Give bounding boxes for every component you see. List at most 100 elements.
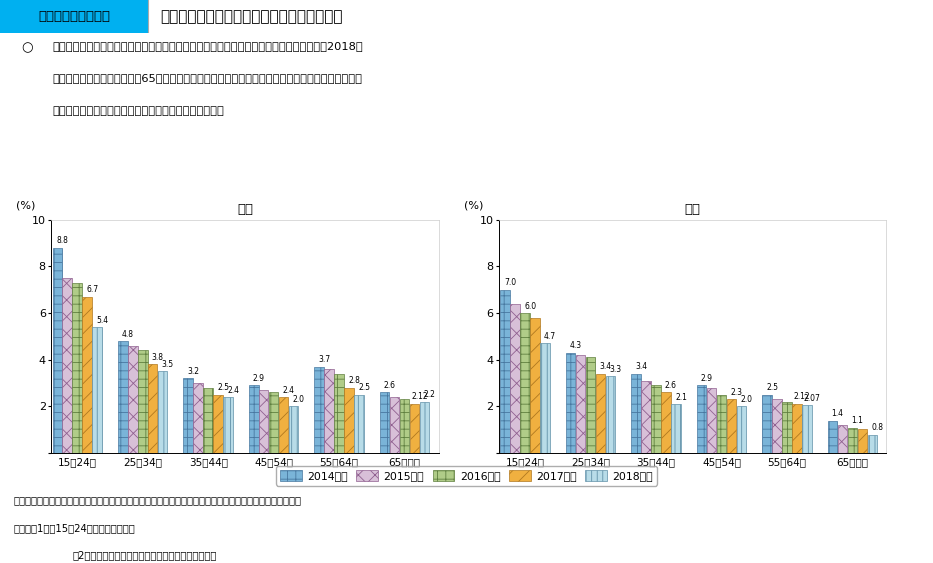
Bar [184, 378, 193, 453]
Bar [52, 248, 63, 453]
Text: 低下している中、特に若年層における低下幅が大きい。: 低下している中、特に若年層における低下幅が大きい。 [52, 106, 224, 116]
Bar [521, 313, 530, 453]
Text: 5.4: 5.4 [96, 316, 108, 325]
Bar [641, 381, 651, 453]
Text: 2.6: 2.6 [665, 381, 677, 390]
Text: 3.2: 3.2 [188, 367, 200, 376]
Text: 2.5: 2.5 [766, 383, 778, 392]
Text: 3.3: 3.3 [609, 365, 621, 374]
Bar [500, 289, 510, 453]
Text: 3.5: 3.5 [161, 360, 174, 369]
Bar [92, 327, 102, 453]
Bar [706, 388, 717, 453]
Text: (%): (%) [465, 200, 483, 210]
Bar [802, 405, 812, 453]
Text: 2）数値は、四半期データの平均を使用している。: 2）数値は、四半期データの平均を使用している。 [73, 550, 217, 560]
Bar [279, 397, 288, 453]
Bar [792, 404, 801, 453]
Text: 2.5: 2.5 [217, 383, 230, 392]
Bar [651, 386, 661, 453]
Bar [540, 343, 550, 453]
Bar [73, 283, 82, 453]
Text: ○: ○ [21, 41, 33, 54]
Bar [380, 392, 389, 453]
Bar [0, 0, 148, 33]
Text: 2.3: 2.3 [731, 388, 743, 397]
Bar [857, 428, 867, 453]
Text: 6.0: 6.0 [524, 302, 536, 311]
Bar [838, 425, 847, 453]
Bar [203, 388, 213, 453]
Bar [737, 406, 746, 453]
Bar [661, 392, 671, 453]
Bar [530, 318, 540, 453]
Bar [586, 358, 595, 453]
Bar [258, 390, 269, 453]
Bar [565, 353, 576, 453]
Text: 1.1: 1.1 [852, 416, 863, 425]
Bar [289, 406, 299, 453]
Text: 6.7: 6.7 [86, 285, 98, 294]
Text: 2.12: 2.12 [411, 392, 428, 401]
Text: 男女別・年齢階級別にみた完全失業率の推移: 男女別・年齢階級別にみた完全失業率の推移 [160, 9, 342, 24]
Bar [390, 397, 399, 453]
Text: 度の動向をみると、男性の、65歳以上」を除き、男女ともに全ての年齢階級において完全失業率が: 度の動向をみると、男性の、65歳以上」を除き、男女ともに全ての年齢階級において完… [52, 73, 362, 83]
Bar [128, 346, 137, 453]
Text: 4.8: 4.8 [122, 330, 133, 339]
Text: 3.4: 3.4 [599, 363, 611, 372]
Bar [214, 395, 223, 453]
Text: 3.4: 3.4 [635, 363, 648, 372]
Bar [828, 421, 837, 453]
Bar [223, 397, 233, 453]
Text: 3.8: 3.8 [152, 353, 163, 362]
Bar [355, 395, 364, 453]
Bar [314, 367, 324, 453]
Bar [138, 350, 147, 453]
Text: 4.7: 4.7 [544, 332, 556, 341]
Text: 0.8: 0.8 [871, 423, 884, 432]
Text: 資料出所　総務省統計局「労働力調査（詳細集計）」をもとに厚生労働省政策統括官付政策統括室にて作成: 資料出所 総務省統計局「労働力調査（詳細集計）」をもとに厚生労働省政策統括官付政… [14, 495, 302, 506]
Text: 7.0: 7.0 [504, 278, 516, 287]
Text: 2.0: 2.0 [741, 395, 752, 404]
Text: 4.3: 4.3 [569, 341, 581, 350]
Legend: 2014年度, 2015年度, 2016年度, 2017年度, 2018年度: 2014年度, 2015年度, 2016年度, 2017年度, 2018年度 [275, 466, 658, 485]
Bar [344, 388, 354, 453]
Bar [193, 383, 203, 453]
Bar [420, 402, 429, 453]
Bar [82, 297, 92, 453]
Text: 2.9: 2.9 [701, 374, 713, 383]
Bar [697, 386, 706, 453]
Title: 男性: 男性 [237, 203, 253, 216]
Bar [148, 364, 158, 453]
Text: 2.9: 2.9 [253, 374, 265, 383]
Bar [400, 400, 410, 453]
Text: 1.4: 1.4 [831, 409, 843, 418]
Text: 2.2: 2.2 [424, 391, 436, 400]
Bar [596, 374, 606, 453]
Text: （注）　1）【15～24歳は既卒を対象。: （注） 1）【15～24歳は既卒を対象。 [14, 522, 135, 533]
Text: (%): (%) [17, 200, 35, 210]
Bar [717, 395, 726, 453]
Bar [671, 404, 681, 453]
Text: 第１－（２）－２図: 第１－（２）－２図 [38, 10, 110, 23]
Text: 2.1: 2.1 [675, 393, 687, 402]
Text: 2.6: 2.6 [383, 381, 396, 390]
Text: 2.12: 2.12 [794, 392, 810, 401]
Bar [773, 400, 782, 453]
Text: 3.7: 3.7 [318, 355, 330, 364]
Bar [249, 386, 258, 453]
Bar [727, 400, 736, 453]
Bar [848, 427, 857, 453]
Bar [762, 395, 772, 453]
Text: 2.0: 2.0 [293, 395, 304, 404]
Bar [158, 372, 167, 453]
Text: 2.07: 2.07 [803, 394, 820, 403]
Bar [632, 374, 641, 453]
Bar [63, 278, 72, 453]
Text: 2.5: 2.5 [358, 383, 370, 392]
Bar [325, 369, 334, 453]
Bar [868, 435, 877, 453]
Bar [782, 402, 792, 453]
Bar [510, 303, 520, 453]
Text: 2.4: 2.4 [283, 386, 295, 395]
